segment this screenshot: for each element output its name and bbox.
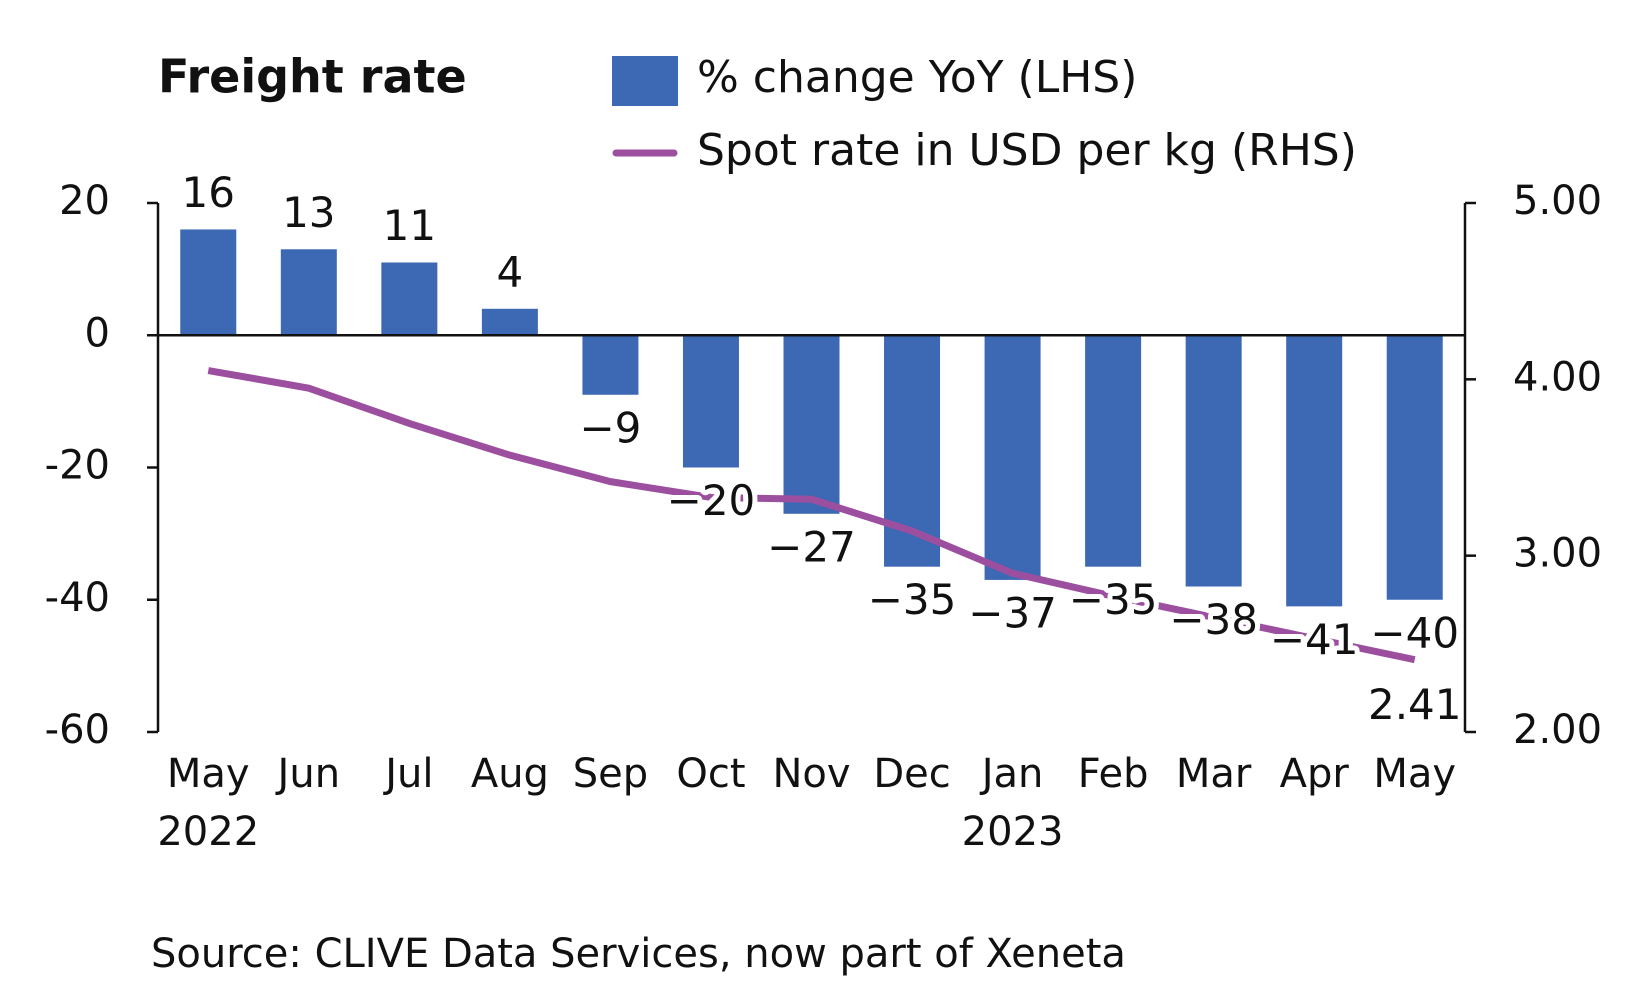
legend-swatch (612, 56, 678, 106)
data-label: −41 (1270, 615, 1359, 664)
data-label: 2.41 (1368, 680, 1462, 729)
x-year-label: 2023 (962, 809, 1064, 855)
data-label: 4 (497, 247, 524, 296)
bar (582, 335, 639, 395)
data-label: −9 (579, 403, 641, 452)
lines (207, 367, 1416, 664)
data-label: −27 (767, 522, 856, 571)
y2-tick-label: 5.00 (1513, 178, 1602, 224)
data-label: 16 (182, 168, 235, 217)
labels: 16 13 114−9−20−27−35 −37 −35 −38 −41 −402.41 (177, 163, 1467, 734)
bar (984, 335, 1041, 580)
line (207, 367, 1416, 664)
x-tick-label: Nov (772, 751, 850, 797)
legend-label: % change YoY (LHS) (697, 52, 1137, 103)
legend-label: Spot rate in USD per kg (RHS) (697, 125, 1357, 176)
chart-title: Freight rate (158, 50, 467, 104)
x-tick-label: Dec (873, 751, 950, 797)
y-tick-label: -20 (45, 443, 110, 489)
x-tick-label: May (167, 751, 250, 797)
y2-tick-label: 4.00 (1513, 354, 1602, 400)
bar (1286, 335, 1343, 607)
x-tick-label: May (1373, 751, 1456, 797)
x-tick-label: Oct (676, 751, 745, 797)
y-tick-label: -40 (45, 575, 110, 621)
data-label: 11 (383, 201, 436, 250)
data-label: −37 (968, 588, 1057, 637)
bar (280, 249, 337, 336)
x-tick-label: Jul (382, 751, 433, 797)
x-tick-label: Jan (979, 751, 1044, 797)
data-label: −35 (1069, 575, 1158, 624)
x-tick-label: Aug (471, 751, 549, 797)
x-tick-label: Jun (275, 751, 341, 797)
bar (180, 229, 237, 336)
y2-tick-label: 3.00 (1513, 531, 1602, 577)
bar (381, 262, 438, 336)
x-tick-label: Feb (1078, 751, 1149, 797)
bar (783, 335, 840, 514)
bar (682, 335, 739, 468)
data-label: −38 (1169, 595, 1258, 644)
x-tick-label: Apr (1280, 751, 1350, 797)
x-tick-label: Sep (573, 751, 648, 797)
data-label: −35 (868, 575, 957, 624)
x-year-label: 2022 (157, 809, 259, 855)
data-label: −20 (667, 476, 756, 525)
bar (1386, 335, 1443, 600)
bar (1185, 335, 1242, 587)
y-tick-label: 0 (85, 310, 110, 356)
bar (481, 308, 538, 336)
y2-tick-label: 2.00 (1513, 707, 1602, 753)
source: Source: CLIVE Data Services, now part of… (151, 931, 1126, 977)
data-label: −40 (1370, 608, 1459, 657)
y-tick-label: 20 (59, 178, 110, 224)
bar (1085, 335, 1142, 567)
data-label: 13 (282, 188, 335, 237)
y-tick-label: -60 (45, 707, 110, 753)
x-tick-label: Mar (1176, 751, 1252, 797)
